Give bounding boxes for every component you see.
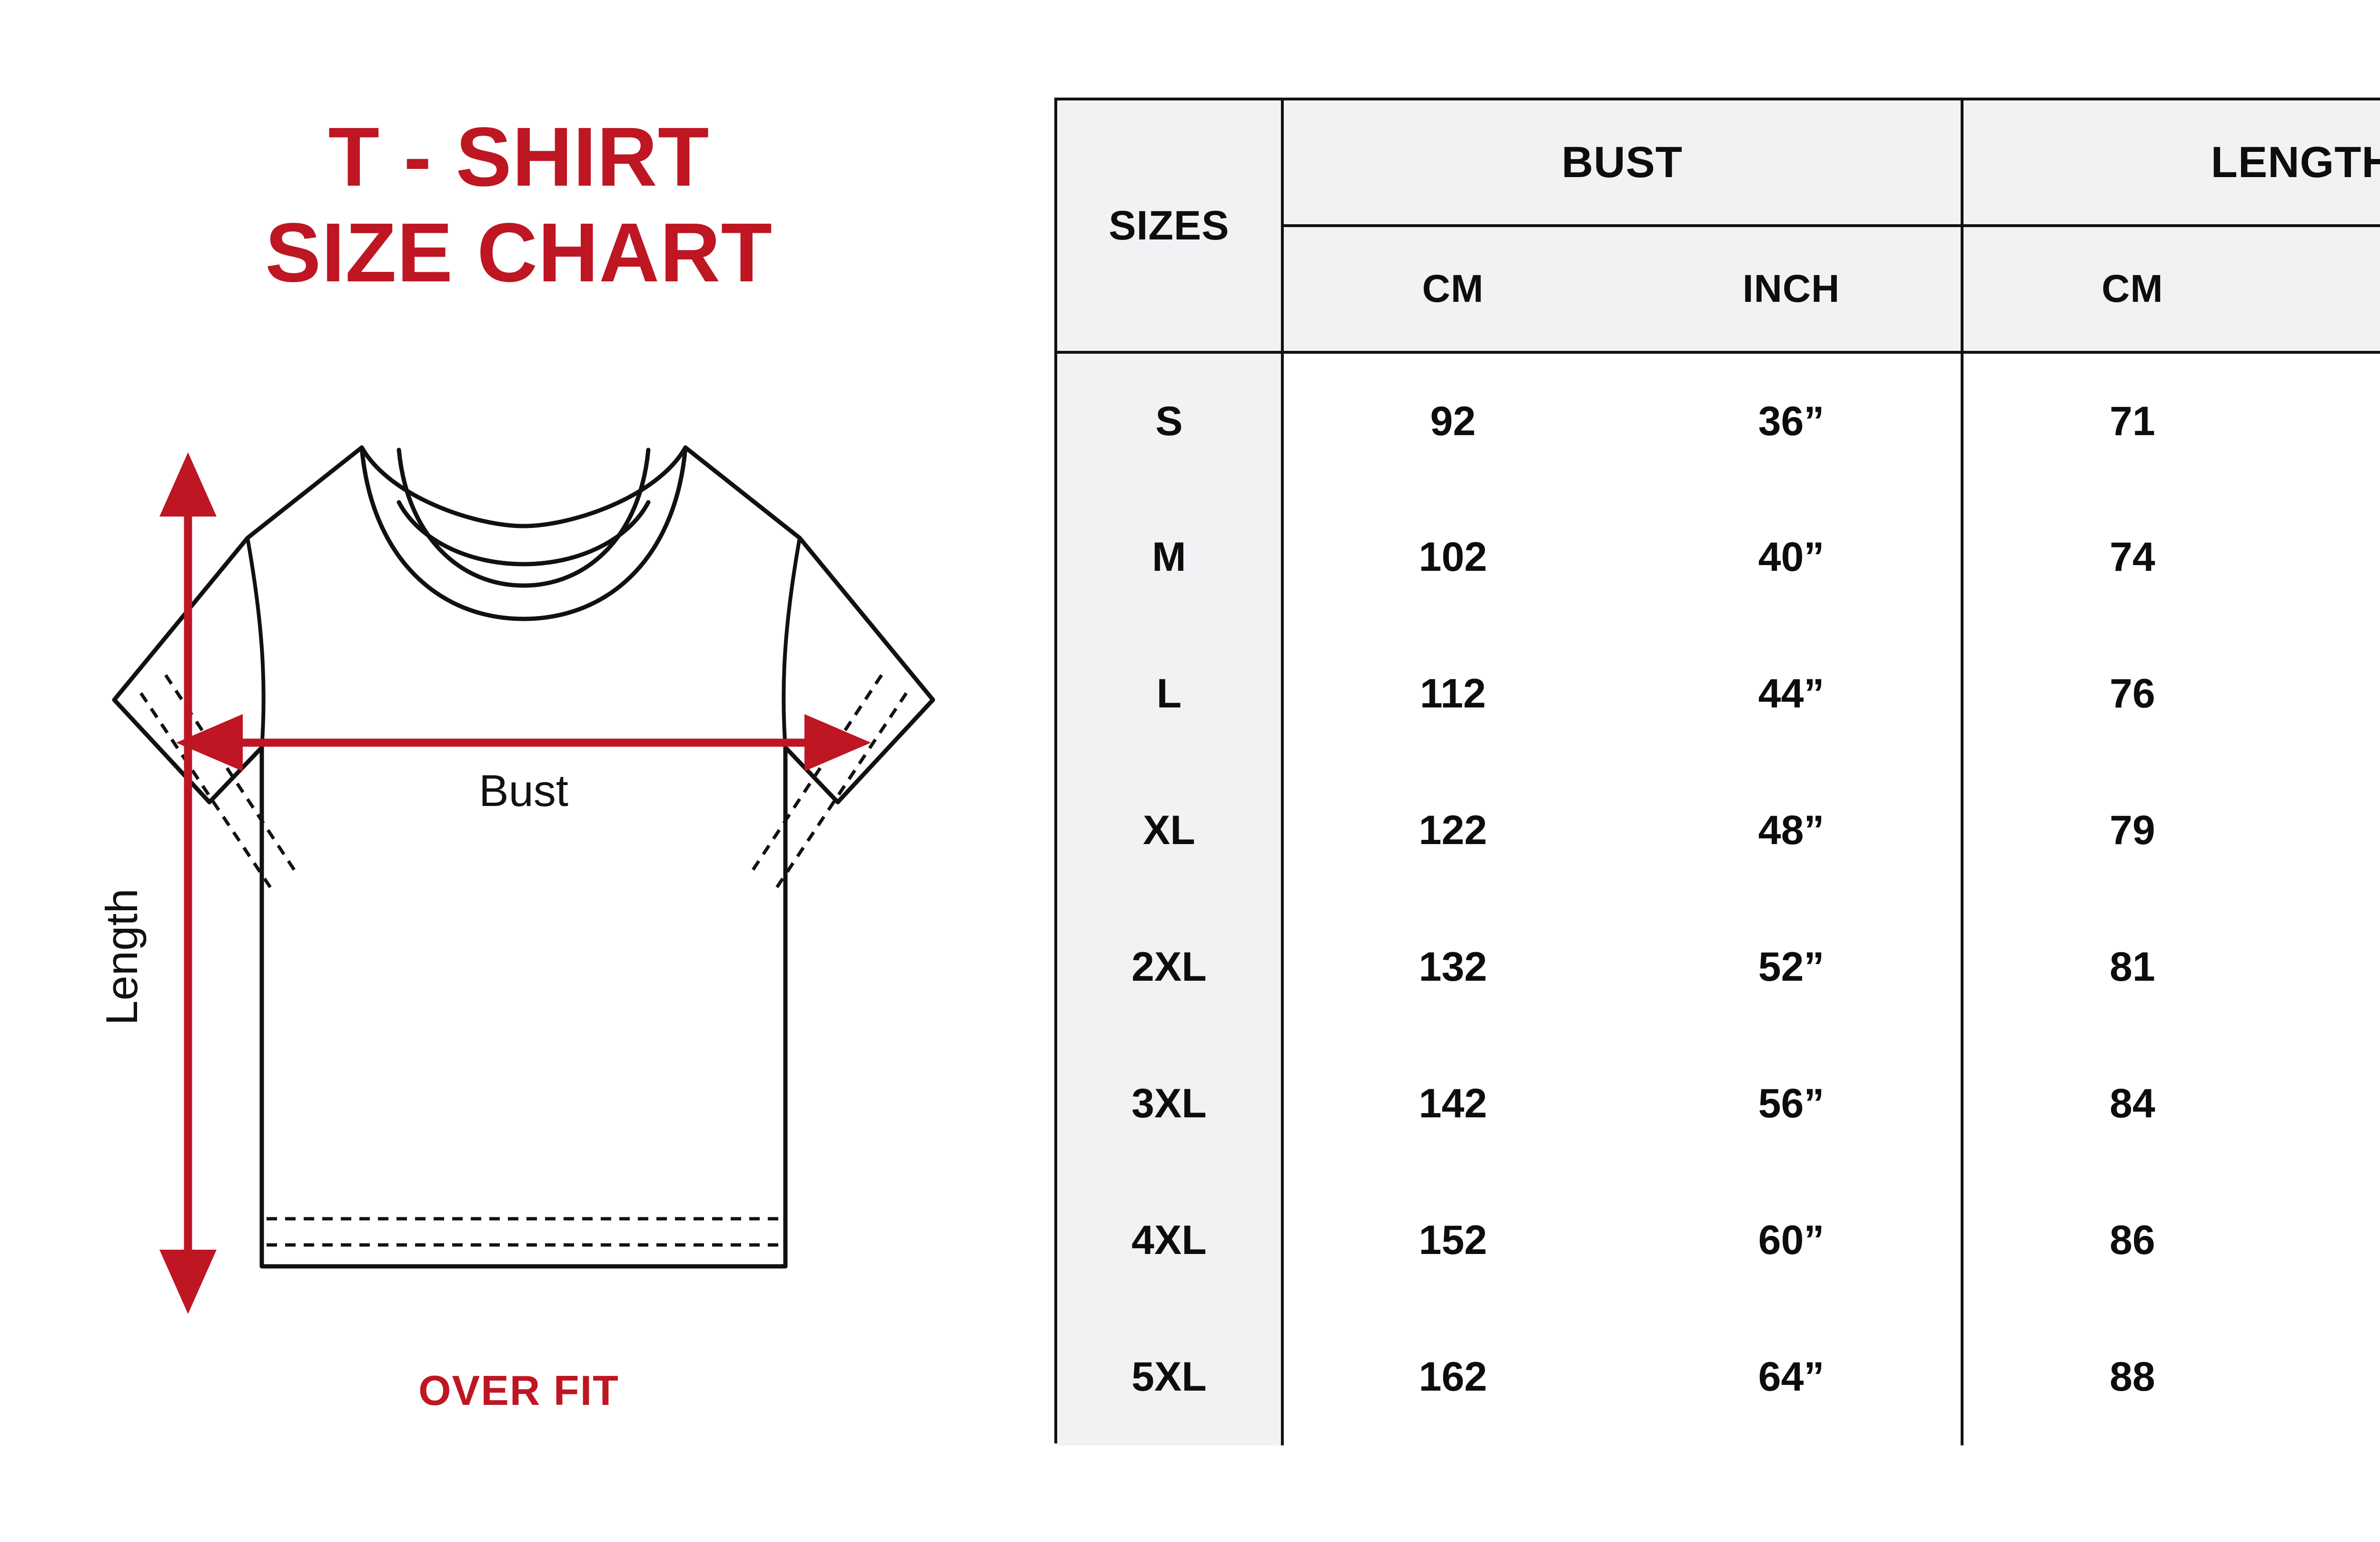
cell-size: L <box>1057 626 1284 762</box>
table-row: L 112 44” 76 30” <box>1057 626 2380 762</box>
cell-length-cm: 81 <box>1960 899 2302 1035</box>
cell-length-inch: 29” <box>2301 489 2380 626</box>
column-header-bust-inch: INCH <box>1622 226 1962 354</box>
cell-bust-cm: 92 <box>1282 352 1622 489</box>
cell-length-cm: 84 <box>1960 1035 2302 1172</box>
cell-size: M <box>1057 489 1284 626</box>
cell-bust-inch: 44” <box>1622 626 1962 762</box>
page-title: T - SHIRT SIZE CHART <box>0 109 1038 300</box>
cell-size: 2XL <box>1057 899 1284 1035</box>
header-row-units: CM INCH CM INCH <box>1057 226 2380 354</box>
cell-size: 3XL <box>1057 1035 1284 1172</box>
cell-length-cm: 71 <box>1960 352 2302 489</box>
bust-label: Bust <box>479 766 568 816</box>
tshirt-illustration: Bust Length <box>57 414 990 1328</box>
cell-size: 4XL <box>1057 1172 1284 1309</box>
cell-bust-cm: 142 <box>1282 1035 1622 1172</box>
cell-bust-cm: 122 <box>1282 762 1622 899</box>
tshirt-outline <box>112 445 935 1269</box>
table-row: S 92 36” 71 28” <box>1057 352 2380 489</box>
cell-length-inch: 33” <box>2301 1035 2380 1172</box>
cell-bust-inch: 52” <box>1622 899 1962 1035</box>
cell-bust-inch: 36” <box>1622 352 1962 489</box>
page-title-line-2: SIZE CHART <box>265 206 773 299</box>
table-row: 4XL 152 60” 86 34” <box>1057 1172 2380 1309</box>
column-header-length-cm: CM <box>1960 226 2302 354</box>
cell-size: XL <box>1057 762 1284 899</box>
column-header-length-inch: INCH <box>2301 226 2380 354</box>
column-header-sizes: SIZES <box>1057 100 1284 354</box>
cell-length-cm: 88 <box>1960 1309 2302 1445</box>
cell-bust-inch: 40” <box>1622 489 1962 626</box>
cell-bust-inch: 60” <box>1622 1172 1962 1309</box>
cell-length-cm: 86 <box>1960 1172 2302 1309</box>
column-group-header-length: LENGTH <box>1960 100 2380 227</box>
table-row: 5XL 162 64” 88 35” <box>1057 1309 2380 1445</box>
cell-length-cm: 74 <box>1960 489 2302 626</box>
cell-bust-inch: 48” <box>1622 762 1962 899</box>
cell-length-inch: 34” <box>2301 1172 2380 1309</box>
cell-length-cm: 79 <box>1960 762 2302 899</box>
column-group-header-bust: BUST <box>1282 100 1962 227</box>
size-chart-table: SIZES BUST LENGTH CM INCH CM INCH S 92 3… <box>1057 100 2380 1445</box>
column-header-bust-cm: CM <box>1282 226 1622 354</box>
bust-measure-arrow <box>176 714 871 771</box>
cell-size: 5XL <box>1057 1309 1284 1445</box>
fit-type-label: OVER FIT <box>418 1367 619 1414</box>
cell-bust-cm: 112 <box>1282 626 1622 762</box>
cell-bust-inch: 64” <box>1622 1309 1962 1445</box>
header-row-groups: SIZES BUST LENGTH <box>1057 100 2380 354</box>
tshirt-right-cuff-stitching <box>751 674 908 891</box>
illustration-panel: T - SHIRT SIZE CHART <box>0 0 1038 1542</box>
size-chart-table-container: SIZES BUST LENGTH CM INCH CM INCH S 92 3… <box>1054 98 2380 1445</box>
cell-length-inch: 30” <box>2301 626 2380 762</box>
table-row: 2XL 132 52” 81 32” <box>1057 899 2380 1035</box>
cell-bust-cm: 132 <box>1282 899 1622 1035</box>
cell-length-inch: 28” <box>2301 352 2380 489</box>
cell-length-inch: 35” <box>2301 1309 2380 1445</box>
table-row: M 102 40” 74 29” <box>1057 489 2380 626</box>
tshirt-left-cuff-stitching <box>139 674 297 891</box>
cell-bust-cm: 102 <box>1282 489 1622 626</box>
table-body: S 92 36” 71 28” M 102 40” 74 29” L 112 4… <box>1057 352 2380 1445</box>
tshirt-diagram-svg: Bust Length <box>97 445 935 1314</box>
page-title-line-1: T - SHIRT <box>328 110 710 204</box>
tshirt-hem-stitching <box>267 1217 781 1247</box>
length-label: Length <box>97 888 147 1025</box>
tshirt-armhole-seams <box>246 536 802 749</box>
table-header: SIZES BUST LENGTH CM INCH CM INCH <box>1057 100 2380 354</box>
cell-length-inch: 32” <box>2301 899 2380 1035</box>
cell-bust-inch: 56” <box>1622 1035 1962 1172</box>
table-row: 3XL 142 56” 84 33” <box>1057 1035 2380 1172</box>
cell-size: S <box>1057 352 1284 489</box>
cell-length-inch: 31” <box>2301 762 2380 899</box>
cell-length-cm: 76 <box>1960 626 2302 762</box>
cell-bust-cm: 162 <box>1282 1309 1622 1445</box>
table-row: XL 122 48” 79 31” <box>1057 762 2380 899</box>
cell-bust-cm: 152 <box>1282 1172 1622 1309</box>
tshirt-collar <box>359 445 688 621</box>
length-measure-arrow <box>159 452 217 1314</box>
